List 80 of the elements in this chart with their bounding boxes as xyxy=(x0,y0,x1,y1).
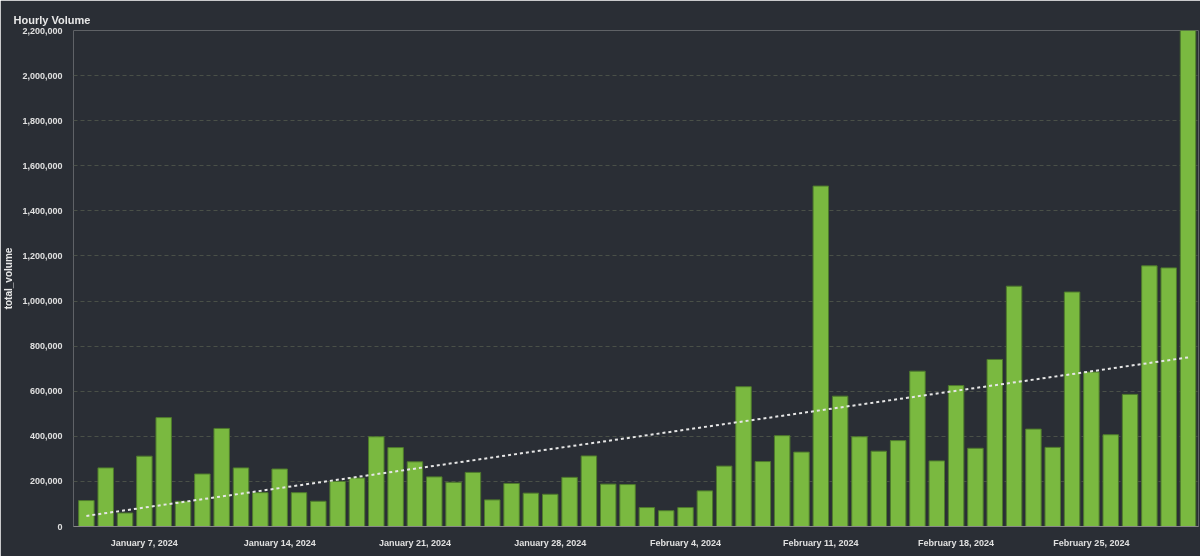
bar xyxy=(851,436,868,527)
bar xyxy=(1179,30,1197,527)
x-tick-label: February 25, 2024 xyxy=(1053,537,1130,548)
bar xyxy=(155,417,172,527)
x-tick-label: January 21, 2024 xyxy=(378,537,451,548)
bar xyxy=(677,507,694,527)
y-tick-label: 1,200,000 xyxy=(22,250,63,261)
x-tick-label: February 4, 2024 xyxy=(650,537,722,548)
bar xyxy=(464,471,482,527)
bar xyxy=(348,477,366,527)
bar xyxy=(136,455,153,527)
bar xyxy=(116,512,134,527)
y-tick-label: 2,000,000 xyxy=(22,70,63,81)
bar xyxy=(310,500,327,527)
bar xyxy=(967,447,984,527)
bar xyxy=(715,465,733,527)
bar xyxy=(986,358,1003,527)
bar xyxy=(1025,428,1042,527)
bar xyxy=(870,450,888,527)
bar xyxy=(290,492,308,527)
bar xyxy=(793,451,810,527)
x-tick-label: January 28, 2024 xyxy=(514,537,587,548)
bar xyxy=(812,185,830,527)
bar xyxy=(735,386,752,527)
bar xyxy=(1121,393,1139,527)
bar xyxy=(909,370,926,527)
y-axis-title: total_volume xyxy=(3,247,15,310)
y-tick-label: 2,200,000 xyxy=(22,25,63,36)
x-tick-label: February 18, 2024 xyxy=(918,537,995,548)
bar xyxy=(484,499,501,527)
bar xyxy=(78,500,95,527)
bar xyxy=(580,455,598,527)
x-tick-label: January 7, 2024 xyxy=(110,537,178,548)
bar xyxy=(426,476,443,527)
bar xyxy=(696,490,714,527)
y-tick-label: 800,000 xyxy=(29,341,63,352)
y-tick-label: 200,000 xyxy=(29,476,63,487)
bar xyxy=(503,482,520,527)
y-tick-label: 600,000 xyxy=(29,386,63,397)
bar xyxy=(174,500,192,527)
bar xyxy=(213,427,230,527)
bar xyxy=(232,467,250,527)
bar xyxy=(522,492,540,527)
bar xyxy=(329,480,346,527)
bar xyxy=(599,483,617,527)
bar xyxy=(831,395,849,527)
y-tick-label: 1,800,000 xyxy=(22,115,63,126)
bar xyxy=(1005,285,1023,527)
bar xyxy=(542,493,559,527)
bar xyxy=(773,435,791,527)
bar xyxy=(1063,291,1081,527)
bar xyxy=(387,447,404,527)
bar xyxy=(1160,267,1177,527)
bar xyxy=(1083,371,1100,527)
bar xyxy=(445,481,462,527)
bar xyxy=(271,468,288,527)
y-tick-label: 1,000,000 xyxy=(22,296,63,307)
bar xyxy=(657,510,675,527)
bar xyxy=(947,385,965,527)
bar xyxy=(194,473,211,527)
y-tick-label: 1,600,000 xyxy=(22,160,63,171)
bar xyxy=(1102,434,1119,527)
chart-title: Hourly Volume xyxy=(13,13,91,26)
y-tick-label: 400,000 xyxy=(29,431,63,442)
bar xyxy=(252,492,269,527)
bar xyxy=(638,507,656,527)
bar xyxy=(1141,265,1158,527)
bar xyxy=(619,484,636,527)
x-tick-label: January 14, 2024 xyxy=(243,537,316,548)
bar xyxy=(406,461,424,527)
bar xyxy=(368,436,385,527)
y-tick-label: 1,400,000 xyxy=(22,205,63,216)
bar xyxy=(97,467,114,527)
bar xyxy=(889,440,907,527)
bar xyxy=(754,461,772,527)
y-tick-label: 0 xyxy=(57,521,63,532)
x-tick-label: February 11, 2024 xyxy=(783,537,859,548)
bar xyxy=(561,476,578,527)
bar xyxy=(1044,446,1061,527)
bar xyxy=(928,460,946,527)
